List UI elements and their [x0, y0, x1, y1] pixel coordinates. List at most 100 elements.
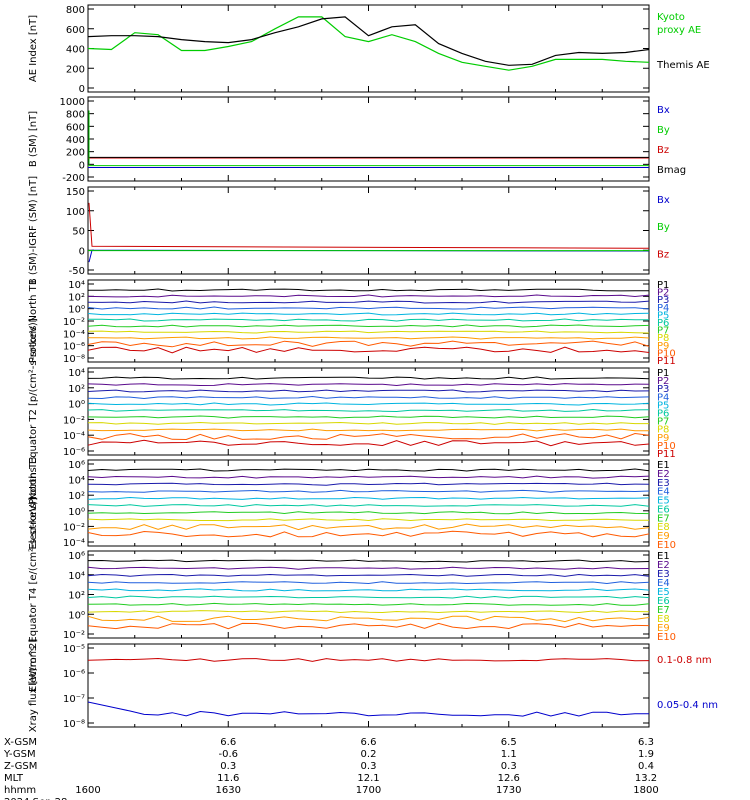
channel-trace [87, 504, 650, 508]
ae-series-line [87, 16, 650, 71]
orbit-value: 6.5 [501, 737, 517, 748]
channel-label: P9 [657, 433, 669, 444]
channel-trace [88, 336, 650, 340]
y-tick-label: 0 [79, 160, 85, 171]
channel-label: E1 [657, 551, 670, 562]
y-tick-label: 10⁻⁴ [63, 329, 85, 340]
ae-series-line [87, 16, 650, 66]
y-axis-label: Protons North T1 [28, 279, 39, 363]
y-axis-label: B (SM) [nT] [28, 111, 39, 167]
orbit-value: 0.3 [501, 761, 517, 772]
channel-label: E8 [657, 522, 670, 533]
orbit-row-label: hhmm [4, 785, 36, 796]
channel-trace [87, 610, 650, 614]
panel-frame [87, 279, 650, 363]
y-axis-label: AE Index [nT] [28, 15, 39, 82]
y-tick-label: 10⁻⁶ [63, 447, 85, 458]
orbit-row-label: Z-GSM [4, 761, 37, 772]
y-tick-label: 10⁰ [68, 305, 85, 316]
channel-trace [87, 324, 650, 328]
orbit-value: 6.3 [638, 737, 654, 748]
channel-trace [87, 294, 650, 298]
orbit-row-label: Y-GSM [3, 749, 36, 760]
y-axis-label: B (SM)-IGRF (SM) [nT] [28, 176, 39, 285]
orbit-value: 1800 [633, 785, 658, 796]
y-tick-label: 10⁴ [68, 368, 85, 379]
y-axis-label: Protons Equator T2 [p/(cm²-s-sr-keV)] [28, 318, 39, 505]
channel-label: P8 [657, 425, 669, 436]
channel-trace [87, 402, 650, 406]
panel-frame [87, 96, 650, 182]
bz-diff-trace [88, 202, 650, 249]
channel-label: P9 [657, 341, 669, 352]
channel-trace [87, 432, 650, 441]
orbit-value: 0.3 [361, 761, 377, 772]
y-tick-label: 600 [66, 122, 85, 133]
channel-label: P5 [657, 310, 669, 321]
channel-label: P8 [657, 333, 669, 344]
channel-trace [88, 288, 650, 292]
orbit-value: 12.6 [498, 773, 520, 784]
y-tick-label: 1000 [60, 97, 85, 108]
legend-entry: Kyoto [657, 12, 685, 23]
y-tick-label: 10⁴ [68, 476, 85, 487]
y-tick-label: 50 [72, 227, 85, 238]
channel-label: P6 [657, 409, 669, 420]
y-tick-label: 200 [66, 148, 85, 159]
y-tick-label: 10⁻⁷ [63, 694, 85, 705]
channel-trace [88, 318, 650, 322]
y-tick-label: 10² [68, 491, 85, 502]
channel-trace [87, 428, 649, 432]
channel-label: P1 [657, 280, 669, 291]
channel-label: E1 [657, 460, 670, 471]
orbit-value: 1.1 [501, 749, 517, 760]
channel-label: P5 [657, 400, 669, 411]
y-tick-label: 10² [68, 292, 85, 303]
y-tick-label: 10² [68, 384, 85, 395]
y-tick-label: 10⁻² [63, 630, 85, 641]
channel-trace [87, 300, 650, 304]
channel-label: P11 [657, 356, 676, 367]
legend-entry: 0.1-0.8 nm [657, 655, 712, 666]
orbit-value: 0.2 [361, 749, 377, 760]
channel-label: P6 [657, 318, 669, 329]
orbit-value: 1700 [356, 785, 381, 796]
channel-label: E4 [657, 578, 670, 589]
channel-label: E3 [657, 478, 670, 489]
legend-entry: Themis AE [656, 60, 710, 71]
bx-diff-trace [88, 249, 650, 263]
channel-label: P3 [657, 295, 669, 306]
y-tick-label: -200 [62, 173, 85, 184]
y-tick-label: 10⁶ [68, 460, 85, 471]
y-tick-label: 10⁴ [68, 571, 85, 582]
orbit-value: 1.9 [638, 749, 654, 760]
y-tick-label: 10⁰ [68, 610, 85, 621]
channel-label: P2 [657, 376, 669, 387]
orbit-value: 11.6 [217, 773, 239, 784]
channel-trace [87, 530, 650, 538]
channel-trace [87, 566, 650, 570]
y-tick-label: 10⁻⁸ [63, 719, 85, 730]
panel-frame [87, 459, 650, 547]
y-tick-label: 10⁻² [63, 415, 85, 426]
channel-trace [87, 559, 650, 563]
channel-label: P7 [657, 417, 669, 428]
channel-trace [87, 489, 650, 493]
orbit-value: 0.4 [638, 761, 654, 772]
y-tick-label: 800 [66, 110, 85, 121]
channel-trace [87, 581, 650, 585]
y-tick-label: 10⁴ [68, 280, 85, 291]
y-tick-label: -50 [69, 266, 85, 277]
channel-label: P11 [657, 449, 676, 460]
channel-trace [87, 622, 650, 630]
channel-trace [87, 421, 649, 425]
y-tick-label: 10⁻² [63, 522, 85, 533]
channel-label: E5 [657, 496, 670, 507]
channel-trace [87, 602, 650, 606]
channel-label: E2 [657, 560, 670, 571]
channel-label: P3 [657, 384, 669, 395]
channel-trace [87, 482, 650, 486]
channel-trace [87, 340, 650, 348]
channel-label: P4 [657, 392, 669, 403]
orbit-value: 6.6 [361, 737, 377, 748]
